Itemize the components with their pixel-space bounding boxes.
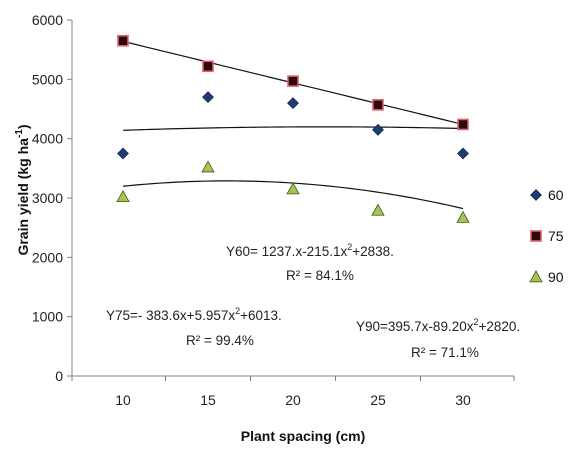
legend-marker-60 <box>530 189 542 201</box>
data-points <box>116 34 470 223</box>
y-axis-title-sup: -1 <box>14 129 25 138</box>
y-axis-title-main: Grain yield (kg ha <box>15 138 31 256</box>
point-75 <box>117 34 129 47</box>
point-75 <box>457 118 469 131</box>
y-tick-label: 5000 <box>32 71 63 87</box>
x-tick-label: 30 <box>455 392 471 408</box>
equation-90: Y90=395.7x-89.20x2+2820. <box>356 317 520 334</box>
legend-label-60: 60 <box>548 187 564 203</box>
equation-60: Y60= 1237.x-215.1x2+2838. <box>226 242 394 259</box>
trend-line-60 <box>122 126 464 131</box>
legend-label-90: 90 <box>548 269 564 285</box>
point-60 <box>372 123 384 136</box>
y-tick-label: 6000 <box>32 12 63 28</box>
y-axis-title: Grain yield (kg ha-1) <box>14 124 31 255</box>
legend-marker-90 <box>529 270 543 283</box>
x-tick-label: 25 <box>370 392 386 408</box>
point-90 <box>456 210 470 223</box>
x-tick-label: 10 <box>115 392 131 408</box>
equation-75: Y75=- 383.6x+5.957x2+6013. <box>106 306 282 323</box>
ticks: 0 1000 2000 3000 4000 5000 6000 10 15 20 25 30 <box>32 12 515 408</box>
y-tick-label: 2000 <box>32 249 63 265</box>
r2-75: R² = 99.4% <box>186 333 254 348</box>
point-60 <box>287 97 299 109</box>
x-axis-title: Plant spacing (cm) <box>241 428 365 444</box>
point-60 <box>457 147 469 160</box>
point-90 <box>201 160 215 173</box>
y-tick-label: 0 <box>55 368 63 384</box>
legend-label-75: 75 <box>548 228 564 244</box>
point-75 <box>287 75 299 87</box>
y-tick-label: 3000 <box>32 190 63 206</box>
legend: 60 75 90 <box>529 187 564 285</box>
y-tick-label: 1000 <box>32 309 63 325</box>
point-90 <box>116 189 130 203</box>
r2-90: R² = 71.1% <box>411 345 479 360</box>
x-tick-label: 20 <box>285 392 301 408</box>
y-axis-title-close: ) <box>15 124 31 129</box>
point-90 <box>286 182 300 195</box>
point-60 <box>202 91 214 104</box>
point-75 <box>202 60 214 73</box>
legend-marker-75 <box>530 230 542 242</box>
point-75 <box>372 99 384 111</box>
annotations: Y60= 1237.x-215.1x2+2838. R² = 84.1% Y75… <box>106 242 520 360</box>
y-tick-label: 4000 <box>32 131 63 147</box>
point-60 <box>117 147 129 160</box>
x-tick-label: 15 <box>200 392 216 408</box>
r2-60: R² = 84.1% <box>286 268 354 283</box>
point-90 <box>371 203 385 216</box>
